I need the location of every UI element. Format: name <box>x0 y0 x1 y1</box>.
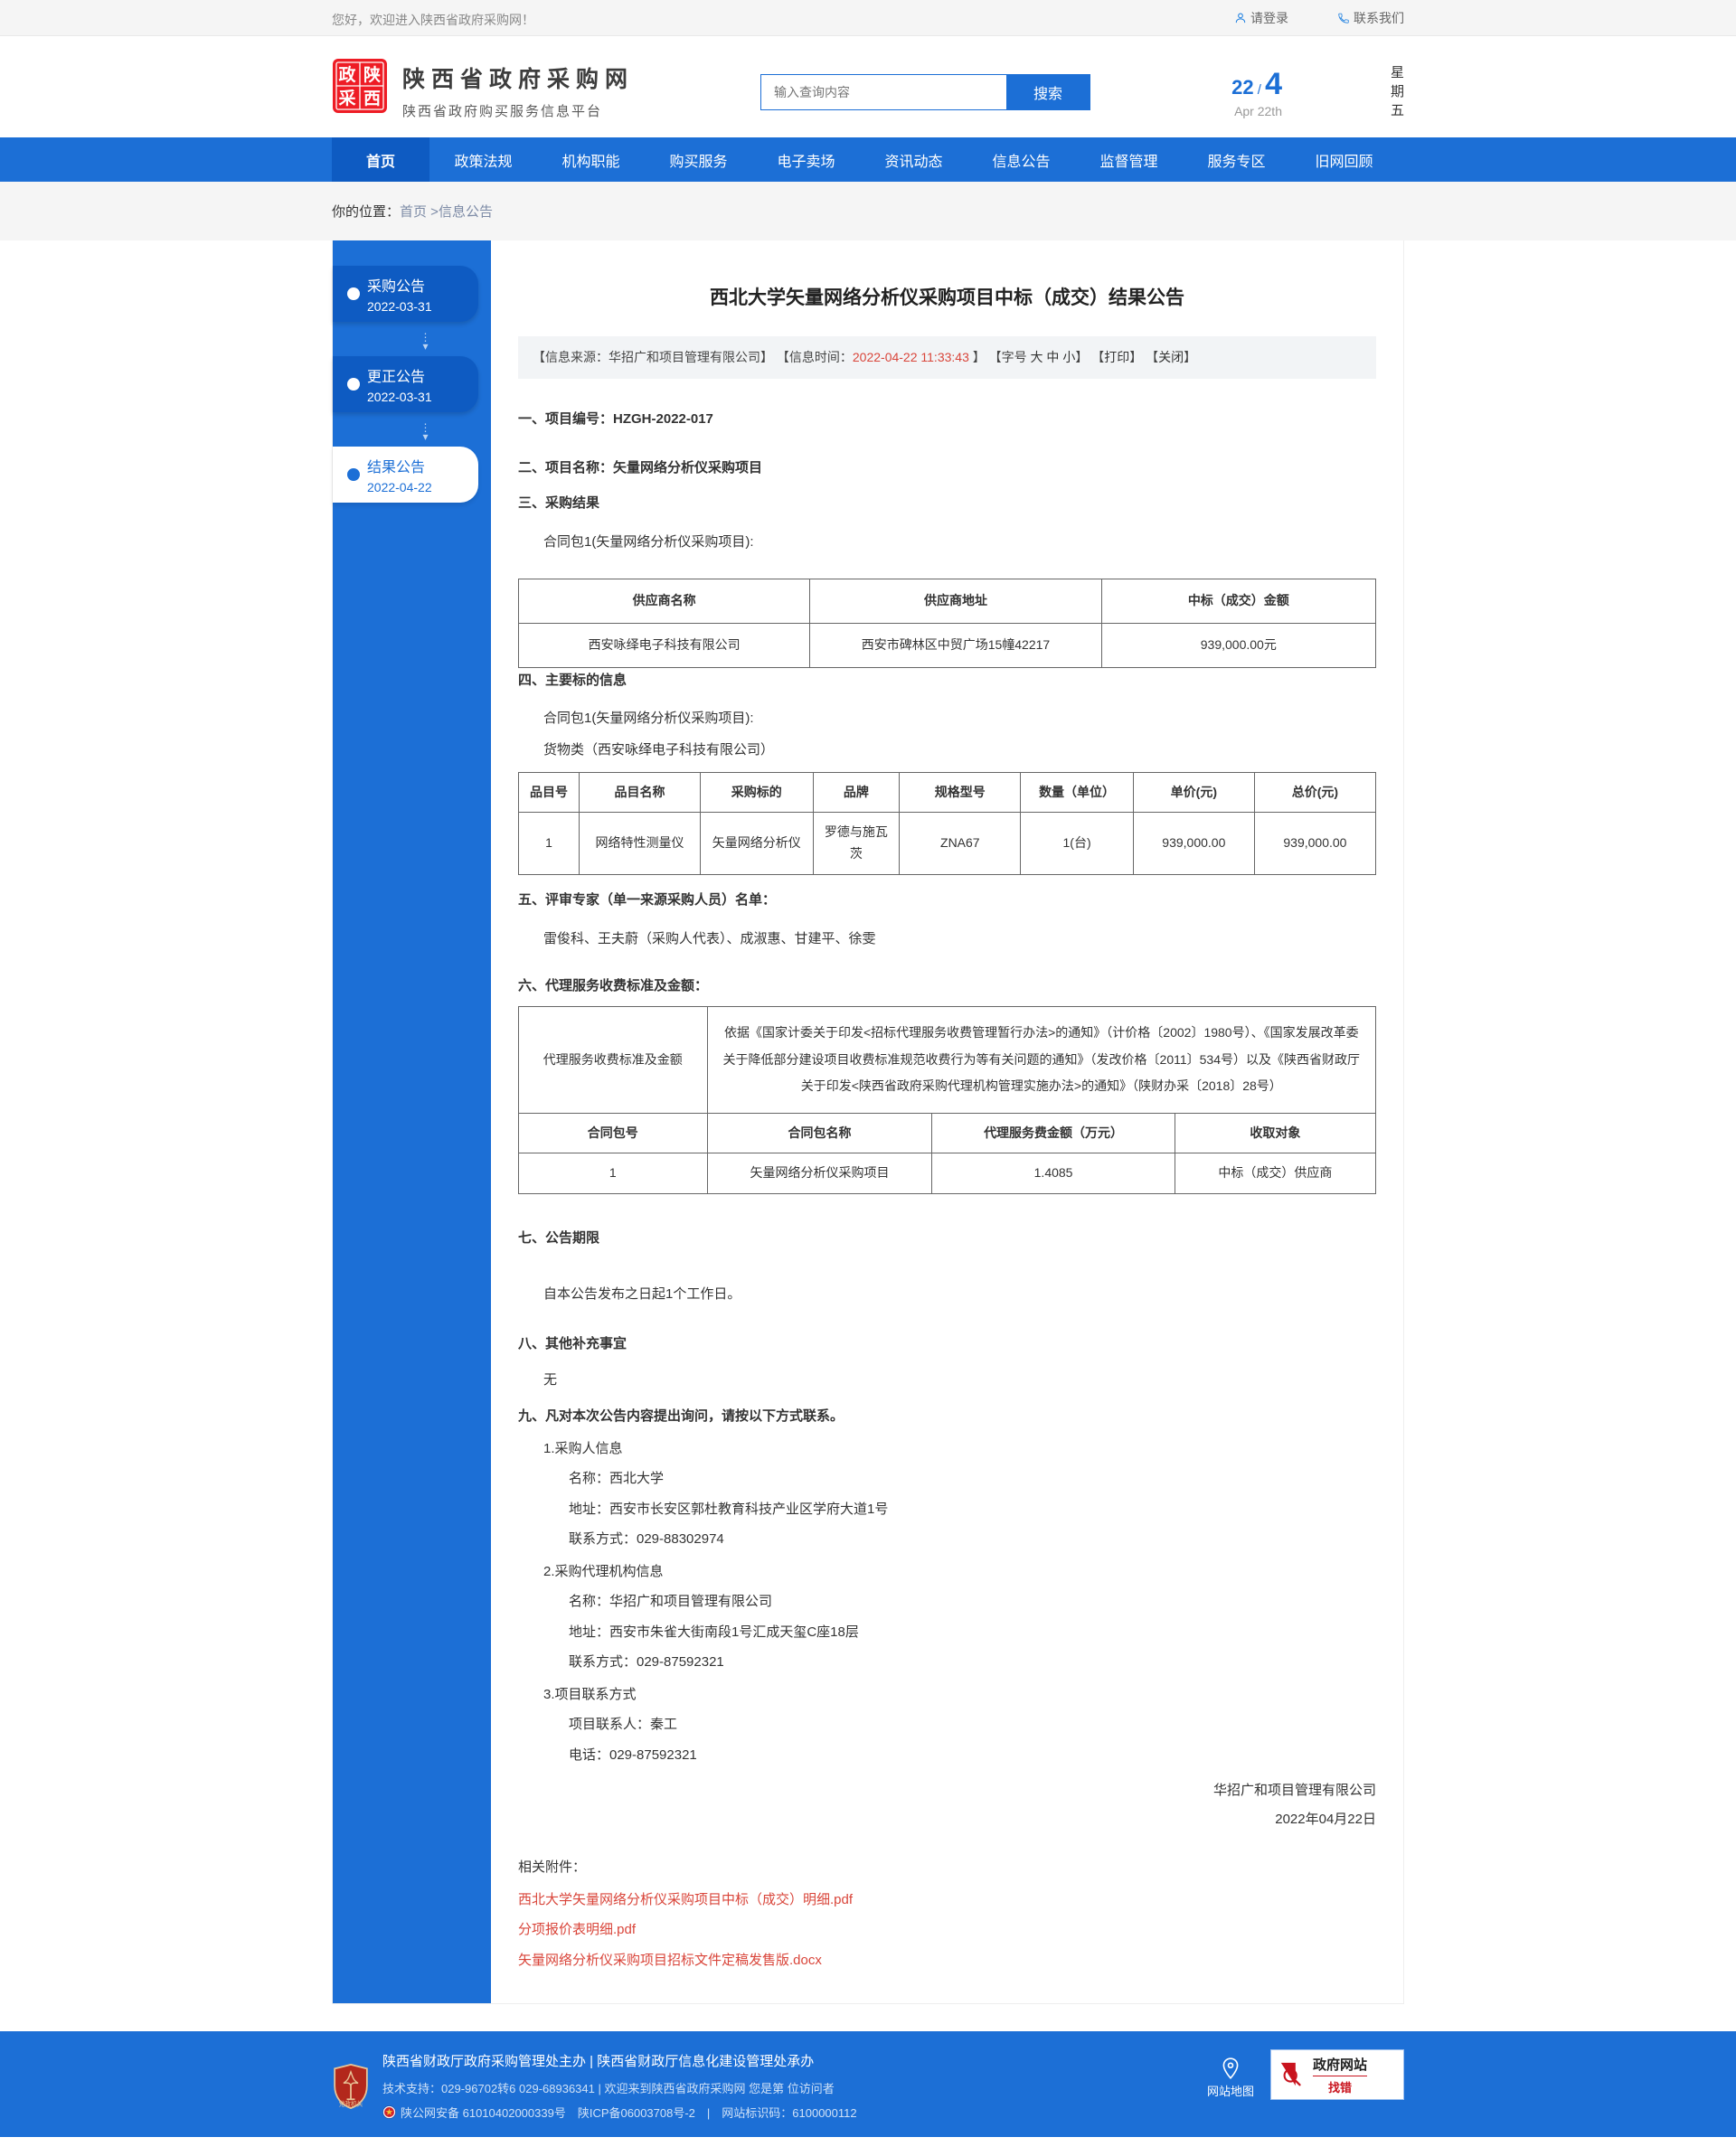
svg-text:采: 采 <box>338 89 355 108</box>
svg-text:党政机关: 党政机关 <box>339 2099 363 2107</box>
svg-text:西: 西 <box>363 89 381 108</box>
svg-text:政: 政 <box>338 64 356 85</box>
svg-text:陕: 陕 <box>363 64 381 85</box>
